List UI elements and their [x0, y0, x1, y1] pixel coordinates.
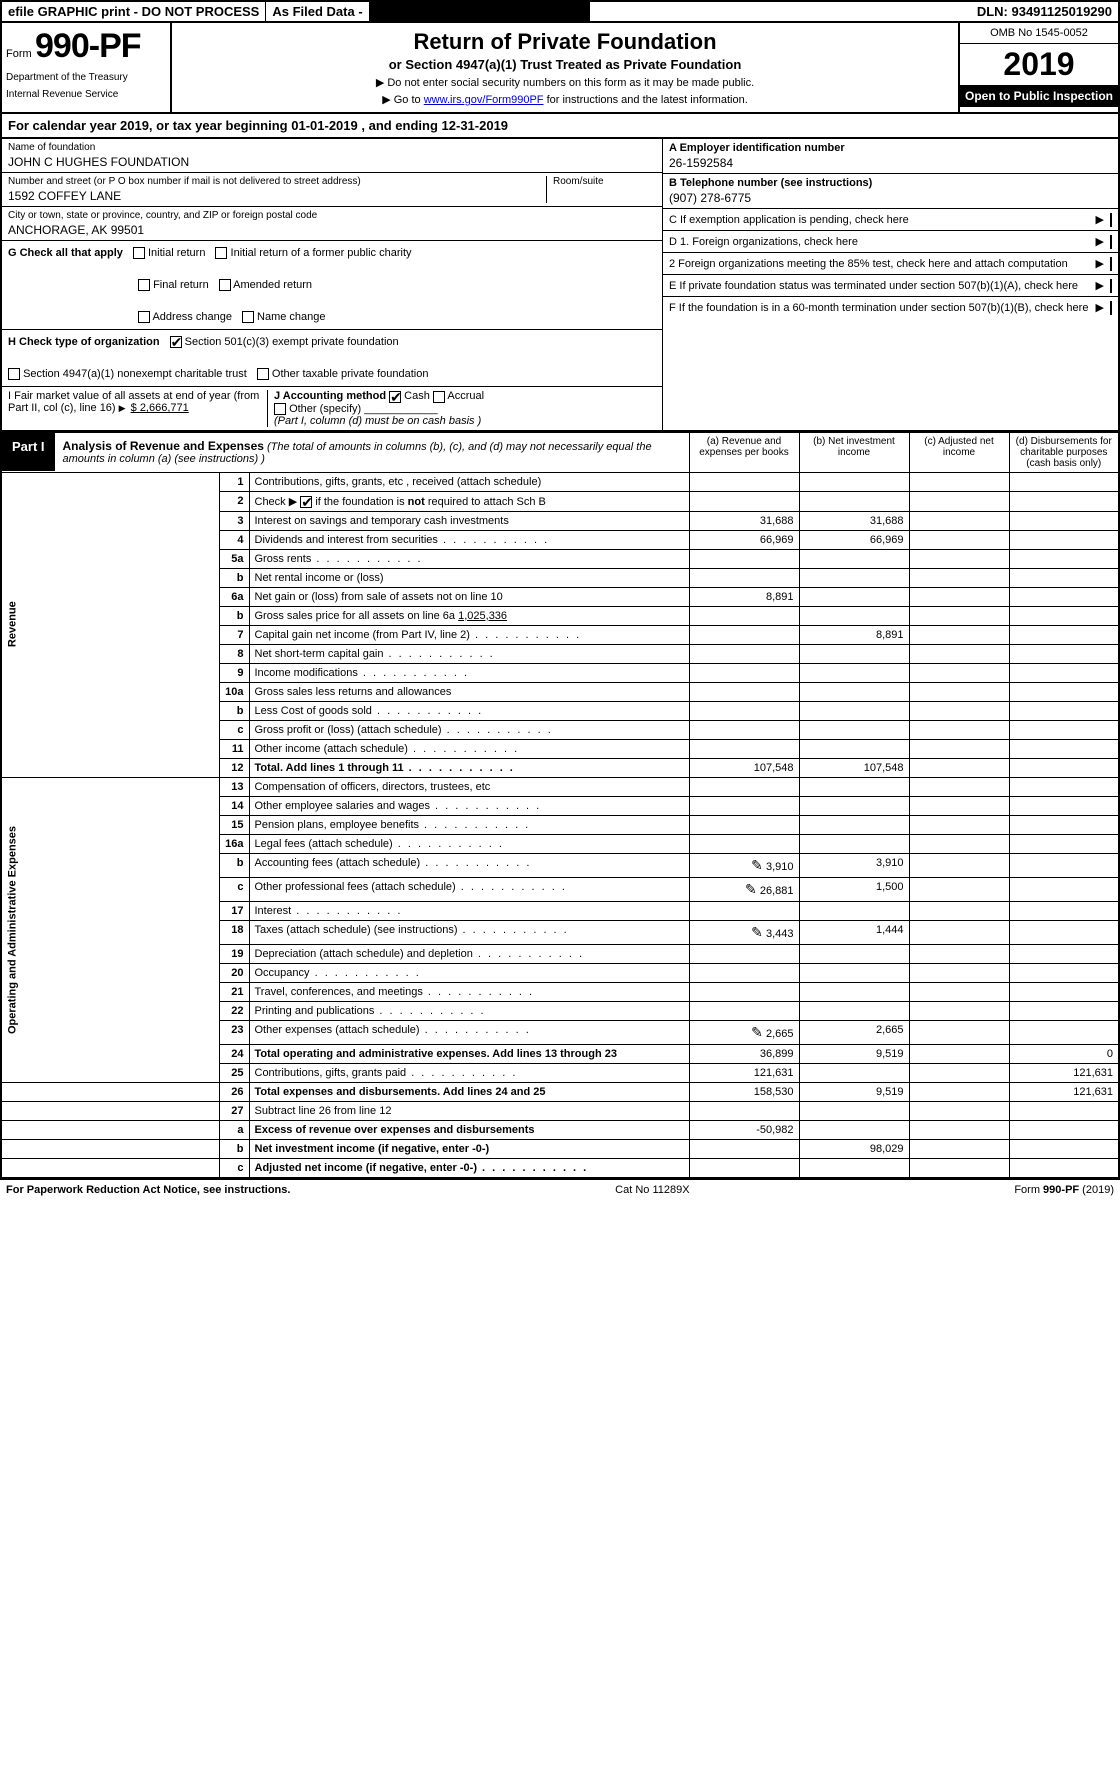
- note-ssn: ▶ Do not enter social security numbers o…: [182, 76, 948, 89]
- section-h: H Check type of organization Section 501…: [2, 330, 662, 387]
- ein-value: 26-1592584: [669, 154, 1112, 170]
- part1-desc: Analysis of Revenue and Expenses (The to…: [55, 433, 689, 471]
- cb-85pct-test[interactable]: [1110, 257, 1112, 271]
- phone-cell: B Telephone number (see instructions) (9…: [663, 174, 1118, 209]
- ein-cell: A Employer identification number 26-1592…: [663, 139, 1118, 174]
- form-subtitle: or Section 4947(a)(1) Trust Treated as P…: [182, 57, 948, 72]
- asfiled-label: As Filed Data -: [266, 2, 369, 21]
- header-right: OMB No 1545-0052 2019 Open to Public Ins…: [958, 23, 1118, 112]
- open-to-public: Open to Public Inspection: [960, 85, 1118, 107]
- cb-sch-b[interactable]: [300, 496, 312, 508]
- form-number: 990-PF: [35, 27, 141, 65]
- cb-amended-return[interactable]: [219, 279, 231, 291]
- section-d1: D 1. Foreign organizations, check here ▶: [663, 231, 1118, 253]
- section-f: F If the foundation is in a 60-month ter…: [663, 297, 1118, 318]
- cb-4947a1[interactable]: [8, 368, 20, 380]
- col-d-header: (d) Disbursements for charitable purpose…: [1009, 432, 1119, 472]
- attachment-icon[interactable]: ✎: [751, 1024, 763, 1040]
- cb-address-change[interactable]: [138, 311, 150, 323]
- efile-topbar: efile GRAPHIC print - DO NOT PROCESS As …: [0, 0, 1120, 23]
- efile-label: efile GRAPHIC print - DO NOT PROCESS: [2, 2, 266, 21]
- attachment-icon[interactable]: ✎: [751, 857, 763, 873]
- form-header: Form 990-PF Department of the Treasury I…: [0, 23, 1120, 114]
- dept-irs: Internal Revenue Service: [6, 89, 166, 100]
- dln: DLN: 93491125019290: [971, 2, 1118, 21]
- cb-name-change[interactable]: [242, 311, 254, 323]
- section-e: E If private foundation status was termi…: [663, 275, 1118, 297]
- form-title: Return of Private Foundation: [182, 29, 948, 55]
- col-c-header: (c) Adjusted net income: [909, 432, 1009, 472]
- attachment-icon[interactable]: ✎: [745, 881, 757, 897]
- foundation-name-cell: Name of foundation JOHN C HUGHES FOUNDAT…: [2, 139, 662, 173]
- street-address: 1592 COFFEY LANE: [8, 187, 546, 203]
- redacted-box: [370, 2, 590, 21]
- cb-foreign-org[interactable]: [1110, 235, 1112, 249]
- cb-other-taxable[interactable]: [257, 368, 269, 380]
- section-c: C If exemption application is pending, c…: [663, 209, 1118, 231]
- calendar-year-row: For calendar year 2019, or tax year begi…: [0, 114, 1120, 139]
- cb-501c3[interactable]: [170, 336, 182, 348]
- cb-exemption-pending[interactable]: [1110, 213, 1112, 227]
- cb-final-return[interactable]: [138, 279, 150, 291]
- note-link: ▶ Go to www.irs.gov/Form990PF for instru…: [182, 93, 948, 106]
- revenue-side-label: Revenue: [1, 472, 219, 777]
- dept-treasury: Department of the Treasury: [6, 72, 166, 83]
- cb-cash[interactable]: [389, 391, 401, 403]
- section-g: G Check all that apply Initial return In…: [2, 241, 662, 330]
- page-footer: For Paperwork Reduction Act Notice, see …: [0, 1179, 1120, 1200]
- address-cell: Number and street (or P O box number if …: [2, 173, 662, 207]
- paperwork-notice: For Paperwork Reduction Act Notice, see …: [6, 1184, 290, 1196]
- section-ij: I Fair market value of all assets at end…: [2, 387, 662, 429]
- cb-other-method[interactable]: [274, 403, 286, 415]
- entity-info: Name of foundation JOHN C HUGHES FOUNDAT…: [0, 139, 1120, 432]
- header-left: Form 990-PF Department of the Treasury I…: [2, 23, 172, 112]
- cb-status-terminated[interactable]: [1110, 279, 1112, 293]
- attachment-icon[interactable]: ✎: [751, 924, 763, 940]
- cat-number: Cat No 11289X: [615, 1184, 689, 1196]
- form-footer-label: Form 990-PF (2019): [1014, 1184, 1114, 1196]
- cb-initial-former[interactable]: [215, 247, 227, 259]
- header-middle: Return of Private Foundation or Section …: [172, 23, 958, 112]
- tax-year: 2019: [960, 44, 1118, 85]
- col-b-header: (b) Net investment income: [799, 432, 909, 472]
- omb-number: OMB No 1545-0052: [960, 23, 1118, 44]
- irs-link[interactable]: www.irs.gov/Form990PF: [424, 94, 544, 106]
- cb-60month[interactable]: [1110, 301, 1112, 315]
- city-cell: City or town, state or province, country…: [2, 207, 662, 241]
- cb-initial-return[interactable]: [133, 247, 145, 259]
- phone-value: (907) 278-6775: [669, 189, 1112, 205]
- city-state-zip: ANCHORAGE, AK 99501: [8, 221, 656, 237]
- col-a-header: (a) Revenue and expenses per books: [689, 432, 799, 472]
- foundation-name: JOHN C HUGHES FOUNDATION: [8, 153, 656, 169]
- part1-tag: Part I: [2, 433, 55, 471]
- fmv-value: $ 2,666,771: [131, 402, 189, 414]
- cb-accrual[interactable]: [433, 391, 445, 403]
- section-d2: 2 Foreign organizations meeting the 85% …: [663, 253, 1118, 275]
- expenses-side-label: Operating and Administrative Expenses: [1, 777, 219, 1082]
- part1-table: Part I Analysis of Revenue and Expenses …: [0, 432, 1120, 1179]
